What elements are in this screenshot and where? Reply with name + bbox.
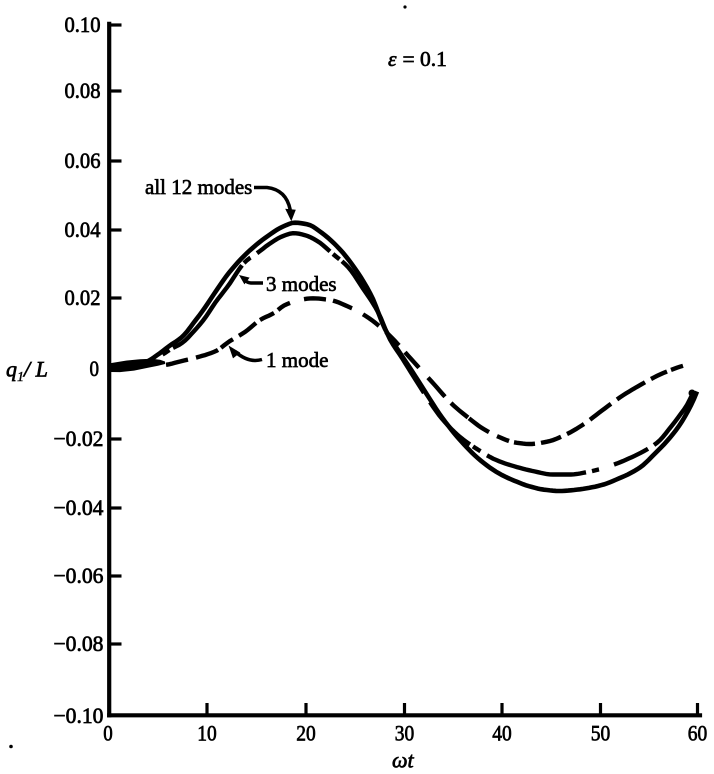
svg-text:50: 50	[591, 721, 611, 746]
svg-text:0.04: 0.04	[65, 217, 101, 242]
svg-text:all 12 modes: all 12 modes	[145, 175, 252, 199]
svg-text:0.10: 0.10	[65, 12, 101, 37]
svg-text:= 0.1: = 0.1	[403, 47, 447, 71]
svg-text:20: 20	[296, 721, 316, 746]
svg-text:0.02: 0.02	[65, 285, 101, 310]
svg-text:ε: ε	[388, 47, 397, 71]
svg-text:0: 0	[90, 356, 100, 381]
svg-text:−0.08: −0.08	[54, 631, 104, 656]
svg-text:−0.06: −0.06	[54, 563, 104, 588]
svg-text:ωt: ωt	[392, 748, 415, 773]
svg-text:3 modes: 3 modes	[266, 272, 337, 296]
svg-text:1 mode: 1 mode	[266, 348, 328, 372]
svg-text:0.06: 0.06	[65, 148, 101, 173]
svg-text:−0.04: −0.04	[54, 495, 104, 520]
svg-text:q1/ L: q1/ L	[6, 357, 48, 386]
svg-text:60: 60	[688, 721, 708, 746]
svg-text:40: 40	[492, 721, 512, 746]
svg-text:−0.10: −0.10	[54, 703, 104, 728]
svg-text:30: 30	[395, 721, 415, 746]
svg-text:0: 0	[103, 721, 113, 746]
svg-text:10: 10	[197, 721, 217, 746]
svg-text:0.08: 0.08	[65, 78, 101, 103]
svg-text:−0.02: −0.02	[54, 426, 104, 451]
